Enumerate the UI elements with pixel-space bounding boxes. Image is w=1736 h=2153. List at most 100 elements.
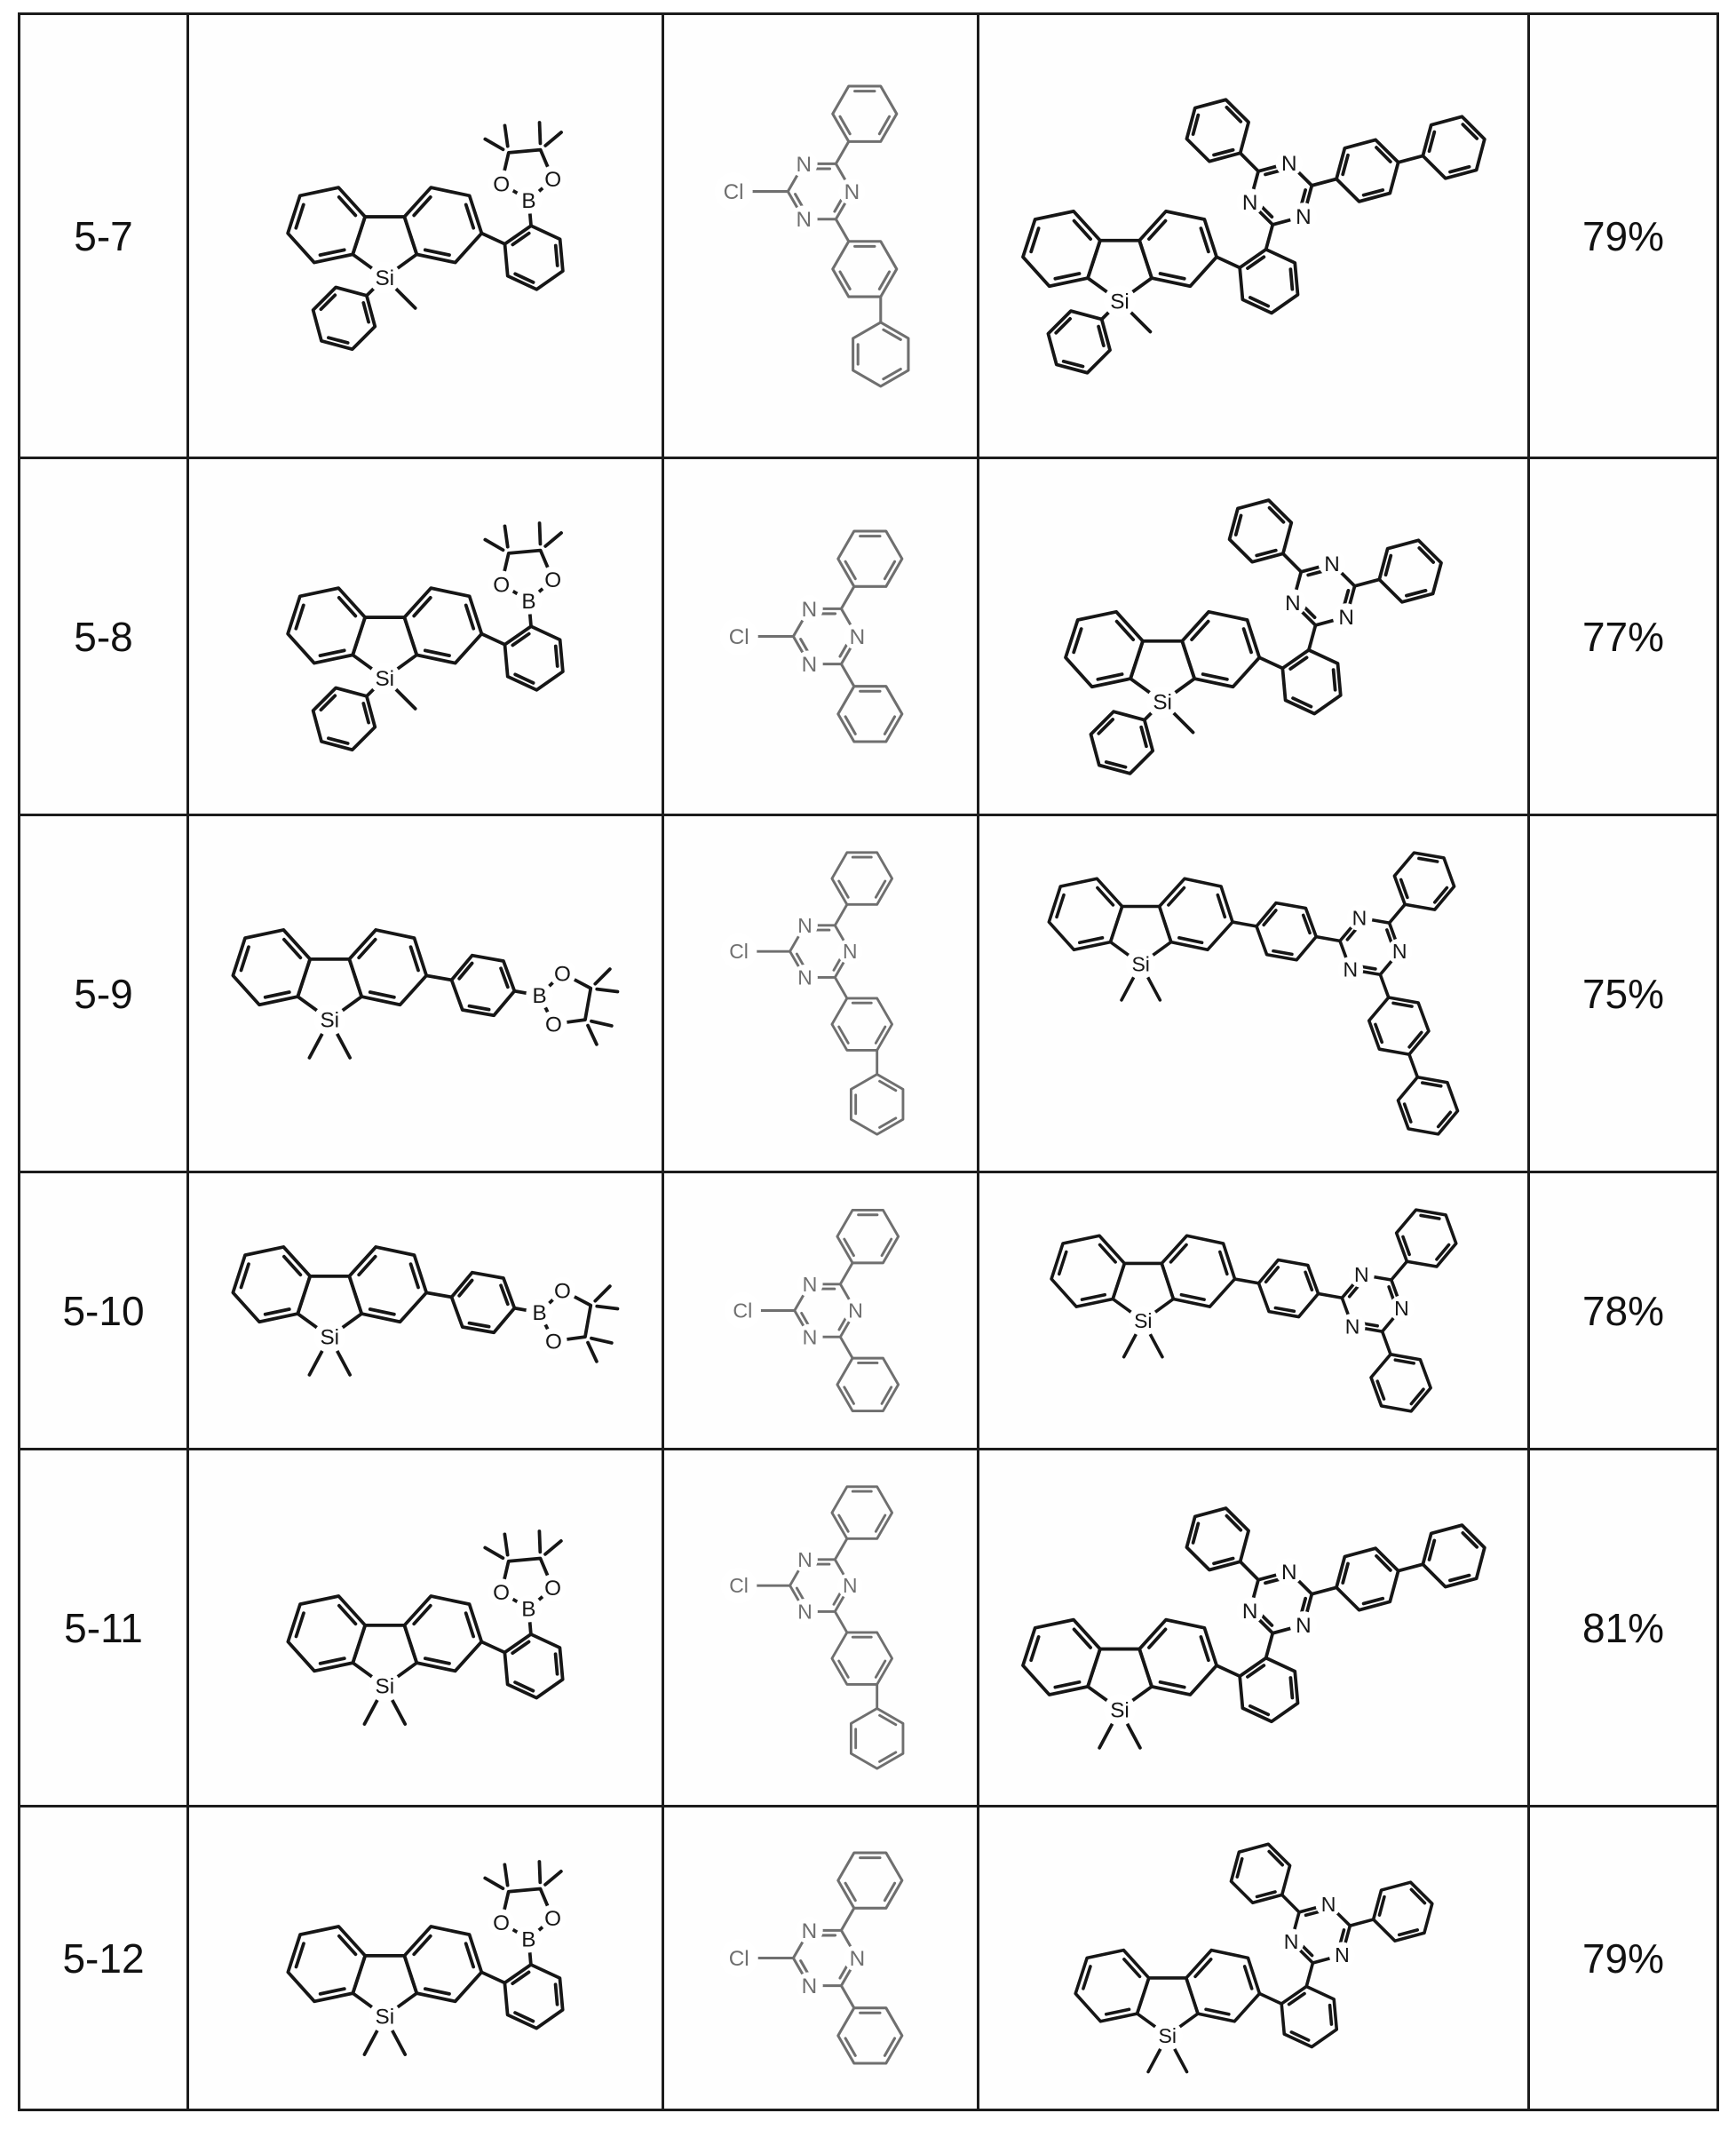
yield-value: 79% (1581, 1935, 1665, 1982)
svg-text:N: N (802, 598, 818, 622)
svg-text:N: N (842, 1574, 857, 1597)
svg-text:O: O (493, 1581, 510, 1605)
compound-id-cell: 5-7 (18, 12, 189, 459)
triazine-cell: N N N Cl (662, 1171, 979, 1450)
triazine-structure: N N N Cl (670, 822, 971, 1164)
product-cell: Si N N N (977, 457, 1530, 816)
molecule-drawing: Si BO O (231, 927, 620, 1060)
svg-text:B: B (521, 1928, 535, 1952)
svg-text:O: O (544, 1907, 561, 1931)
yield-cell: 77% (1527, 457, 1719, 816)
triazine-structure: N N N Cl (670, 1457, 971, 1799)
svg-text:B: B (521, 1598, 535, 1622)
triazine-structure: N N N Cl (670, 54, 971, 418)
svg-text:Si: Si (320, 1008, 339, 1032)
table-row: 5-7 Si B O O N N N Cl Si N N N 79% (18, 12, 1719, 459)
svg-text:Si: Si (376, 2006, 395, 2030)
boronate-structure: Si B O O (194, 491, 656, 782)
svg-text:Si: Si (1131, 952, 1149, 975)
table-row: 5-8 Si B O O N N N Cl Si N N N 77% (18, 457, 1719, 816)
product-structure: Si N N N (985, 1814, 1522, 2102)
svg-text:Cl: Cl (729, 625, 749, 649)
svg-text:N: N (844, 180, 860, 204)
svg-text:N: N (848, 1299, 863, 1323)
svg-text:N: N (1353, 1263, 1368, 1286)
molecule-drawing: Si BO O (286, 121, 567, 352)
boronate-structure: Si B O O (194, 91, 656, 381)
svg-text:N: N (850, 625, 866, 649)
compound-id-cell: 5-11 (18, 1448, 189, 1807)
svg-text:O: O (545, 1013, 562, 1037)
yield-cell: 78% (1527, 1171, 1719, 1450)
boronate-cell: Si B O O (186, 814, 664, 1173)
svg-text:N: N (802, 653, 818, 677)
svg-text:O: O (544, 568, 561, 592)
svg-text:Cl: Cl (729, 1947, 749, 1971)
yield-cell: 79% (1527, 1805, 1719, 2111)
molecule-drawing: Si BO O (231, 1244, 620, 1377)
yield-cell: 81% (1527, 1448, 1719, 1807)
compound-id: 5-12 (62, 1935, 145, 1982)
product-cell: Si N N N (977, 814, 1530, 1173)
table-row: 5-10 Si B O O N N N Cl Si N N N 78% (18, 1171, 1719, 1450)
svg-text:N: N (1352, 906, 1367, 929)
svg-text:N: N (797, 1600, 813, 1623)
svg-text:B: B (521, 590, 535, 614)
yield-value: 79% (1581, 212, 1665, 259)
svg-text:N: N (1283, 1930, 1298, 1953)
yield-cell: 79% (1527, 12, 1719, 459)
svg-text:Si: Si (375, 667, 394, 691)
svg-text:N: N (1296, 205, 1312, 229)
table-row: 5-12 Si B O O N N N Cl Si N N N 79% (18, 1805, 1719, 2111)
boronate-cell: Si B O O (186, 1805, 664, 2111)
boronate-structure: Si B O O (194, 1499, 656, 1756)
svg-text:N: N (1394, 1297, 1409, 1320)
svg-text:O: O (554, 1279, 571, 1303)
svg-text:O: O (554, 962, 571, 986)
svg-text:Cl: Cl (733, 1299, 752, 1323)
molecule-drawing: N N N Cl (719, 529, 904, 743)
svg-text:N: N (1335, 1943, 1350, 1966)
compound-id: 5-10 (62, 1287, 145, 1334)
svg-text:N: N (1338, 606, 1354, 630)
boronate-structure: Si B O O (194, 898, 656, 1090)
svg-text:B: B (532, 1301, 546, 1325)
svg-text:N: N (802, 1974, 818, 1998)
compound-id: 5-7 (74, 212, 133, 259)
product-cell: Si N N N (977, 1171, 1530, 1450)
svg-text:N: N (796, 152, 812, 176)
svg-text:O: O (544, 1577, 561, 1601)
compound-id-cell: 5-9 (18, 814, 189, 1173)
yield-value: 75% (1581, 970, 1665, 1017)
molecule-drawing: Si BO O (286, 1529, 567, 1726)
svg-text:O: O (545, 1330, 562, 1354)
svg-text:N: N (1241, 191, 1257, 215)
svg-text:N: N (1296, 1613, 1312, 1637)
yield-cell: 75% (1527, 814, 1719, 1173)
table-row: 5-11 Si B O O N N N Cl Si N N N 81% (18, 1448, 1719, 1807)
svg-text:N: N (1392, 940, 1407, 963)
compound-id: 5-11 (64, 1604, 143, 1651)
svg-text:N: N (1343, 957, 1358, 981)
svg-text:N: N (796, 208, 812, 232)
molecule-drawing: N N N Cl (720, 851, 904, 1136)
product-cell: Si N N N (977, 1805, 1530, 2111)
svg-text:N: N (1320, 1893, 1336, 1916)
product-cell: Si N N N (977, 1448, 1530, 1807)
svg-text:N: N (850, 1947, 866, 1971)
svg-text:N: N (797, 914, 813, 937)
molecule-drawing: N N N Cl (724, 1208, 900, 1413)
svg-text:Si: Si (1158, 2024, 1177, 2047)
svg-text:N: N (803, 1325, 818, 1348)
triazine-cell: N N N Cl (662, 1448, 979, 1807)
svg-text:O: O (544, 168, 561, 192)
product-structure: Si N N N (985, 68, 1522, 405)
boronate-structure: Si B O O (194, 1830, 656, 2086)
svg-text:Si: Si (1110, 1698, 1130, 1722)
product-structure: Si N N N (985, 1180, 1522, 1442)
product-structure: Si N N N (985, 1476, 1522, 1780)
boronate-cell: Si B O O (186, 1448, 664, 1807)
